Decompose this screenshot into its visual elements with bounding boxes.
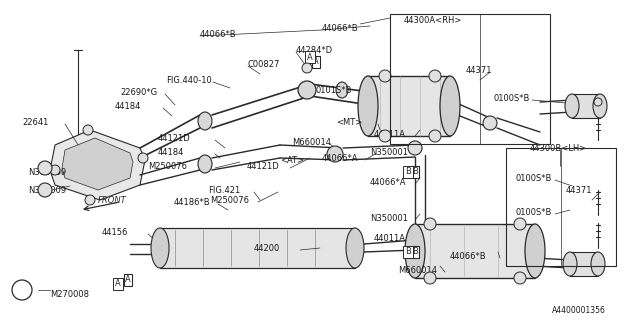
Text: A: A bbox=[125, 276, 131, 284]
Circle shape bbox=[38, 161, 52, 175]
Circle shape bbox=[514, 218, 526, 230]
Circle shape bbox=[514, 272, 526, 284]
Circle shape bbox=[483, 116, 497, 130]
Ellipse shape bbox=[565, 94, 579, 118]
Text: N350001: N350001 bbox=[370, 214, 408, 223]
Ellipse shape bbox=[151, 228, 169, 268]
Text: 44300B<LH>: 44300B<LH> bbox=[530, 144, 588, 153]
Circle shape bbox=[379, 130, 391, 142]
Text: 44184: 44184 bbox=[115, 102, 141, 111]
Text: FRONT: FRONT bbox=[98, 196, 126, 205]
Text: 44011A: 44011A bbox=[374, 130, 406, 139]
Circle shape bbox=[50, 165, 60, 175]
Text: 44011A: 44011A bbox=[374, 234, 406, 243]
Circle shape bbox=[38, 183, 52, 197]
Text: 0100S*B: 0100S*B bbox=[516, 208, 552, 217]
Ellipse shape bbox=[525, 224, 545, 278]
Ellipse shape bbox=[405, 224, 425, 278]
Circle shape bbox=[408, 141, 422, 155]
Ellipse shape bbox=[563, 252, 577, 276]
Circle shape bbox=[424, 272, 436, 284]
Polygon shape bbox=[62, 138, 133, 190]
Text: 22690*G: 22690*G bbox=[120, 88, 157, 97]
Text: B: B bbox=[405, 167, 411, 177]
Ellipse shape bbox=[336, 82, 348, 98]
Ellipse shape bbox=[440, 76, 460, 136]
Text: A: A bbox=[115, 279, 121, 289]
Bar bbox=[572, 94, 600, 118]
Text: 44284*D: 44284*D bbox=[296, 46, 333, 55]
Text: N350001: N350001 bbox=[370, 148, 408, 157]
Text: 44066*A: 44066*A bbox=[370, 178, 406, 187]
Text: 44121D: 44121D bbox=[158, 134, 191, 143]
Text: 44156: 44156 bbox=[102, 228, 129, 237]
Bar bbox=[570, 252, 598, 276]
Text: <MT>: <MT> bbox=[336, 118, 362, 127]
Bar bbox=[390, 14, 550, 144]
Text: N370009: N370009 bbox=[28, 186, 66, 195]
Ellipse shape bbox=[327, 146, 343, 162]
Circle shape bbox=[429, 70, 441, 82]
Circle shape bbox=[379, 70, 391, 82]
Text: 44066*B: 44066*B bbox=[450, 252, 486, 261]
Text: 44186*B: 44186*B bbox=[174, 198, 211, 207]
Ellipse shape bbox=[298, 81, 316, 99]
Text: M250076: M250076 bbox=[210, 196, 249, 205]
Ellipse shape bbox=[346, 228, 364, 268]
Circle shape bbox=[594, 98, 602, 106]
Text: 44066*B: 44066*B bbox=[200, 30, 237, 39]
Text: M660014: M660014 bbox=[292, 138, 331, 147]
Ellipse shape bbox=[198, 155, 212, 173]
Text: 44184: 44184 bbox=[158, 148, 184, 157]
Text: 44371: 44371 bbox=[466, 66, 493, 75]
Circle shape bbox=[138, 153, 148, 163]
Ellipse shape bbox=[591, 252, 605, 276]
Ellipse shape bbox=[198, 112, 212, 130]
Text: 44066*B: 44066*B bbox=[322, 24, 358, 33]
Bar bbox=[368, 76, 450, 136]
Text: M250076: M250076 bbox=[148, 162, 187, 171]
Text: N370009: N370009 bbox=[28, 168, 66, 177]
Bar bbox=[506, 148, 616, 266]
Text: A: A bbox=[313, 58, 319, 67]
Text: 0100S*B: 0100S*B bbox=[516, 174, 552, 183]
Polygon shape bbox=[50, 130, 145, 200]
Text: 0100S*B: 0100S*B bbox=[494, 94, 531, 103]
Text: 44371: 44371 bbox=[566, 186, 593, 195]
Ellipse shape bbox=[358, 76, 378, 136]
Text: <AT>: <AT> bbox=[280, 156, 304, 165]
Text: M660014: M660014 bbox=[398, 266, 437, 275]
Circle shape bbox=[85, 195, 95, 205]
Ellipse shape bbox=[593, 94, 607, 118]
Bar bbox=[160, 228, 355, 268]
Text: M270008: M270008 bbox=[50, 290, 89, 299]
Circle shape bbox=[429, 130, 441, 142]
Text: FIG.440-10: FIG.440-10 bbox=[166, 76, 212, 85]
Text: 44066*A: 44066*A bbox=[322, 154, 358, 163]
Text: B: B bbox=[405, 247, 411, 257]
Text: 44200: 44200 bbox=[254, 244, 280, 253]
Circle shape bbox=[83, 125, 93, 135]
Text: A: A bbox=[307, 52, 313, 61]
Text: A4400001356: A4400001356 bbox=[552, 306, 606, 315]
Text: B: B bbox=[412, 247, 418, 257]
Text: 1: 1 bbox=[19, 285, 24, 294]
Text: 22641: 22641 bbox=[22, 118, 49, 127]
Text: B: B bbox=[412, 167, 418, 177]
Bar bbox=[415, 224, 535, 278]
Text: 44300A<RH>: 44300A<RH> bbox=[404, 16, 462, 25]
Text: FIG.421: FIG.421 bbox=[208, 186, 240, 195]
Text: 44121D: 44121D bbox=[247, 162, 280, 171]
Text: 0101S*B: 0101S*B bbox=[316, 86, 353, 95]
Circle shape bbox=[424, 218, 436, 230]
Circle shape bbox=[12, 280, 32, 300]
Text: C00827: C00827 bbox=[248, 60, 280, 69]
Circle shape bbox=[302, 63, 312, 73]
